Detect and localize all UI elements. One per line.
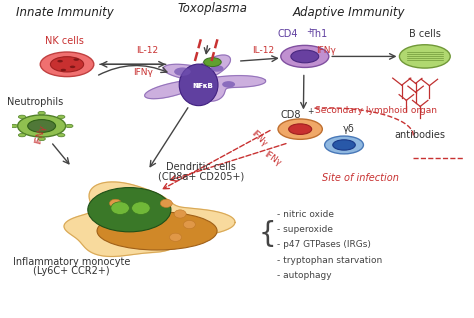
Text: Adaptive Immunity: Adaptive Immunity	[292, 6, 405, 19]
Ellipse shape	[281, 45, 329, 67]
Circle shape	[109, 199, 121, 207]
Text: - superoxide: - superoxide	[277, 225, 333, 234]
Text: IFNγ: IFNγ	[262, 150, 283, 168]
Ellipse shape	[65, 124, 73, 128]
Text: IFNγ: IFNγ	[34, 123, 47, 145]
Ellipse shape	[278, 119, 322, 139]
Text: Inflammatory monocyte: Inflammatory monocyte	[13, 257, 130, 267]
Ellipse shape	[50, 57, 83, 72]
Ellipse shape	[73, 58, 79, 61]
Text: +: +	[306, 27, 312, 36]
Text: {: {	[259, 219, 277, 247]
Ellipse shape	[38, 137, 46, 141]
Ellipse shape	[204, 58, 221, 66]
Circle shape	[174, 210, 186, 218]
Circle shape	[183, 220, 195, 229]
Text: NFκB: NFκB	[194, 83, 212, 89]
Ellipse shape	[57, 134, 65, 137]
Text: Secondary lymphoid organ: Secondary lymphoid organ	[315, 106, 438, 115]
Ellipse shape	[88, 188, 171, 232]
Text: - p47 GTPases (IRGs): - p47 GTPases (IRGs)	[277, 240, 371, 249]
Text: CD8: CD8	[281, 110, 301, 120]
Text: - nitric oxide: - nitric oxide	[277, 210, 334, 219]
Polygon shape	[64, 182, 235, 257]
Text: - autophagy: - autophagy	[277, 271, 332, 280]
Text: CD4: CD4	[277, 29, 298, 39]
Ellipse shape	[179, 64, 218, 106]
Ellipse shape	[70, 66, 75, 68]
Text: Site of infection: Site of infection	[322, 173, 399, 183]
Polygon shape	[145, 55, 265, 101]
Text: Innate Immunity: Innate Immunity	[16, 6, 114, 19]
Ellipse shape	[57, 60, 63, 62]
Text: Th1: Th1	[310, 29, 328, 39]
Ellipse shape	[174, 67, 191, 76]
Circle shape	[160, 199, 172, 207]
Ellipse shape	[61, 69, 66, 71]
Ellipse shape	[27, 120, 55, 132]
Text: IL-12: IL-12	[136, 45, 158, 55]
Text: B cells: B cells	[409, 29, 441, 39]
Text: Dendritic cells: Dendritic cells	[166, 162, 236, 172]
Ellipse shape	[18, 115, 26, 119]
Ellipse shape	[325, 136, 364, 154]
Ellipse shape	[38, 111, 46, 115]
Ellipse shape	[97, 212, 217, 250]
Ellipse shape	[333, 140, 356, 150]
Ellipse shape	[40, 52, 94, 77]
Text: γδ: γδ	[343, 124, 355, 134]
Ellipse shape	[18, 115, 65, 137]
Text: Neutrophils: Neutrophils	[7, 97, 63, 107]
Ellipse shape	[291, 50, 319, 63]
Ellipse shape	[57, 115, 65, 119]
Ellipse shape	[18, 134, 26, 137]
Text: +: +	[308, 107, 314, 116]
Ellipse shape	[289, 124, 312, 135]
Text: IFNγ: IFNγ	[249, 129, 268, 149]
Text: IFNγ: IFNγ	[133, 68, 153, 77]
Text: IFNγ: IFNγ	[317, 45, 337, 55]
Text: (Ly6C+ CCR2+): (Ly6C+ CCR2+)	[33, 266, 110, 276]
Text: antibodies: antibodies	[395, 130, 446, 141]
Ellipse shape	[222, 81, 235, 88]
Text: (CD8a+ CD205+): (CD8a+ CD205+)	[158, 172, 244, 182]
Ellipse shape	[400, 45, 450, 68]
Text: NK cells: NK cells	[46, 36, 84, 45]
Circle shape	[111, 202, 129, 214]
Ellipse shape	[10, 124, 18, 128]
Text: IL-12: IL-12	[252, 45, 274, 55]
Circle shape	[170, 233, 182, 241]
Text: - tryptophan starvation: - tryptophan starvation	[277, 256, 383, 265]
Text: Toxoplasma: Toxoplasma	[177, 3, 247, 16]
Text: NFκB: NFκB	[193, 83, 214, 89]
Circle shape	[132, 202, 150, 214]
Ellipse shape	[210, 65, 224, 72]
